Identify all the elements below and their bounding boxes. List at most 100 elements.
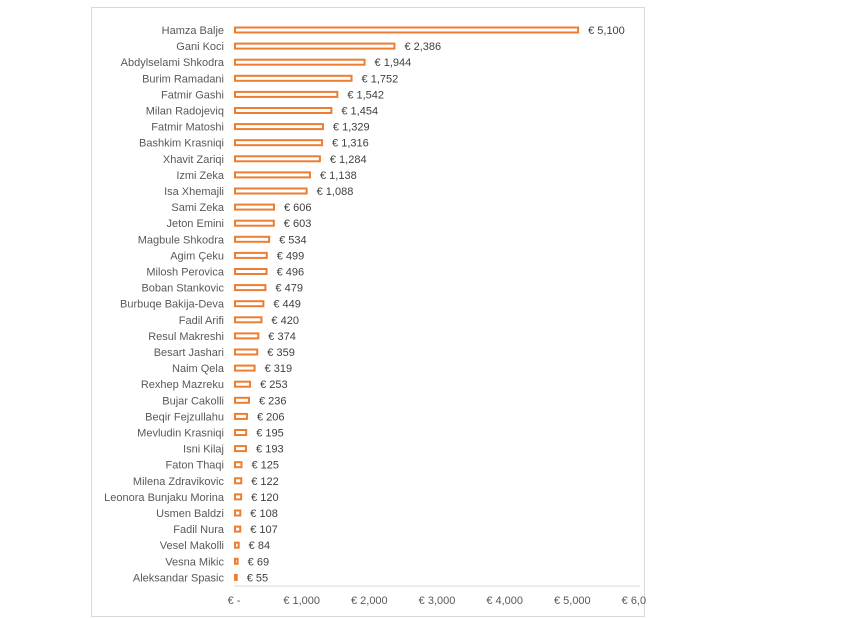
category-label: Burim Ramadani [142,73,224,85]
bar [234,123,324,131]
category-label: Besart Jashari [154,347,224,359]
category-label: Izmi Zeka [176,170,225,182]
category-label: Beqir Fejzullahu [145,411,224,423]
bar [234,284,267,292]
bar [234,26,580,34]
bar [234,107,333,114]
data-label: € 1,316 [332,138,369,150]
x-tick-label: € 5,000 [554,595,591,607]
category-label: Fadil Arifi [179,315,224,327]
data-label: € 1,944 [375,57,412,69]
data-label: € 120 [251,492,279,504]
bar [234,396,250,404]
category-label: Agim Çeku [170,250,224,262]
bar [234,557,239,565]
category-label: Gani Koci [176,41,224,53]
bar [234,429,248,436]
category-label: Isa Xhemajli [164,186,224,198]
data-label: € 1,454 [341,106,378,118]
category-label: Boban Stankovic [141,283,224,295]
data-label: € 84 [249,540,270,552]
data-label: € 534 [279,234,307,246]
data-label: € 193 [256,444,284,456]
category-label: Bashkim Krasniqi [139,138,224,150]
data-label: € 1,752 [362,73,399,85]
bar [234,541,240,549]
category-label: Faton Thaqi [165,460,224,472]
x-tick-label: € 4,000 [486,595,523,607]
category-label: Sami Zeka [171,202,224,214]
data-label: € 1,284 [330,154,367,166]
bar [234,90,339,98]
bar [234,300,265,308]
category-label: Milena Zdravikovic [133,476,225,488]
category-label: Vesel Makolli [160,540,224,552]
category-label: Isni Kilaj [183,444,224,456]
data-label: € 1,329 [333,122,370,134]
data-label: € 206 [257,411,285,423]
bar [234,74,353,82]
bar [234,445,248,453]
x-tick-label: € 3,000 [419,595,456,607]
bar [234,493,243,501]
data-label: € 5,100 [588,25,625,37]
data-label: € 359 [267,347,295,359]
category-label: Hamza Balje [162,25,224,37]
category-label: Abdylselami Shkodra [121,57,225,69]
bar [234,477,243,485]
category-label: Xhavit Zariqi [163,154,224,166]
bar [234,171,312,179]
category-label: Fatmir Gashi [161,89,224,101]
bar [234,187,308,195]
category-label: Vesna Mikic [165,556,224,568]
category-label: Naim Qela [172,363,225,375]
bar [234,235,271,243]
bar [234,573,238,581]
category-label: Fatmir Matoshi [151,122,224,134]
data-label: € 125 [251,460,279,472]
data-label: € 195 [256,428,284,440]
bar [234,509,242,517]
bar [234,42,396,50]
x-tick-label: € 2,000 [351,595,388,607]
category-label: Leonora Bunjaku Morina [104,492,225,504]
bar [234,364,256,372]
category-label: Usmen Baldzi [156,508,224,520]
data-label: € 236 [259,395,287,407]
chart-area: Hamza Balje € 5,100 Gani Koci € 2,386 Abdyls… [91,7,646,617]
data-label: € 479 [275,283,303,295]
data-label: € 253 [260,379,288,391]
category-label: Magbule Shkodra [138,234,225,246]
x-tick-label: € 6,000 [622,595,646,607]
data-label: € 420 [271,315,299,327]
x-tick-label: € - [228,595,241,607]
category-label: Bujar Cakolli [162,395,224,407]
data-label: € 1,088 [317,186,354,198]
bar [234,332,260,340]
bar [234,58,366,66]
category-label: Milosh Perovica [146,267,225,279]
x-tick-label: € 1,000 [283,595,320,607]
bar [234,380,252,388]
data-label: € 606 [284,202,312,214]
data-label: € 319 [265,363,293,375]
bar [234,219,275,227]
category-label: Fadil Nura [173,524,225,536]
category-label: Aleksandar Spasic [133,572,225,584]
bar [234,268,268,275]
bar [234,251,268,259]
data-label: € 1,542 [347,89,384,101]
data-label: € 1,138 [320,170,357,182]
bar [234,412,248,420]
data-label: € 449 [273,299,301,311]
bar [234,461,243,469]
bar [234,348,259,356]
category-label: Mevludin Krasniqi [137,428,224,440]
data-label: € 499 [277,250,305,262]
bar-chart: Hamza Balje € 5,100 Gani Koci € 2,386 Abdyls… [104,25,646,607]
data-label: € 55 [247,572,268,584]
category-label: Resul Makreshi [148,331,224,343]
bar [234,525,242,533]
data-label: € 374 [268,331,296,343]
category-label: Milan Radojeviq [146,106,224,118]
